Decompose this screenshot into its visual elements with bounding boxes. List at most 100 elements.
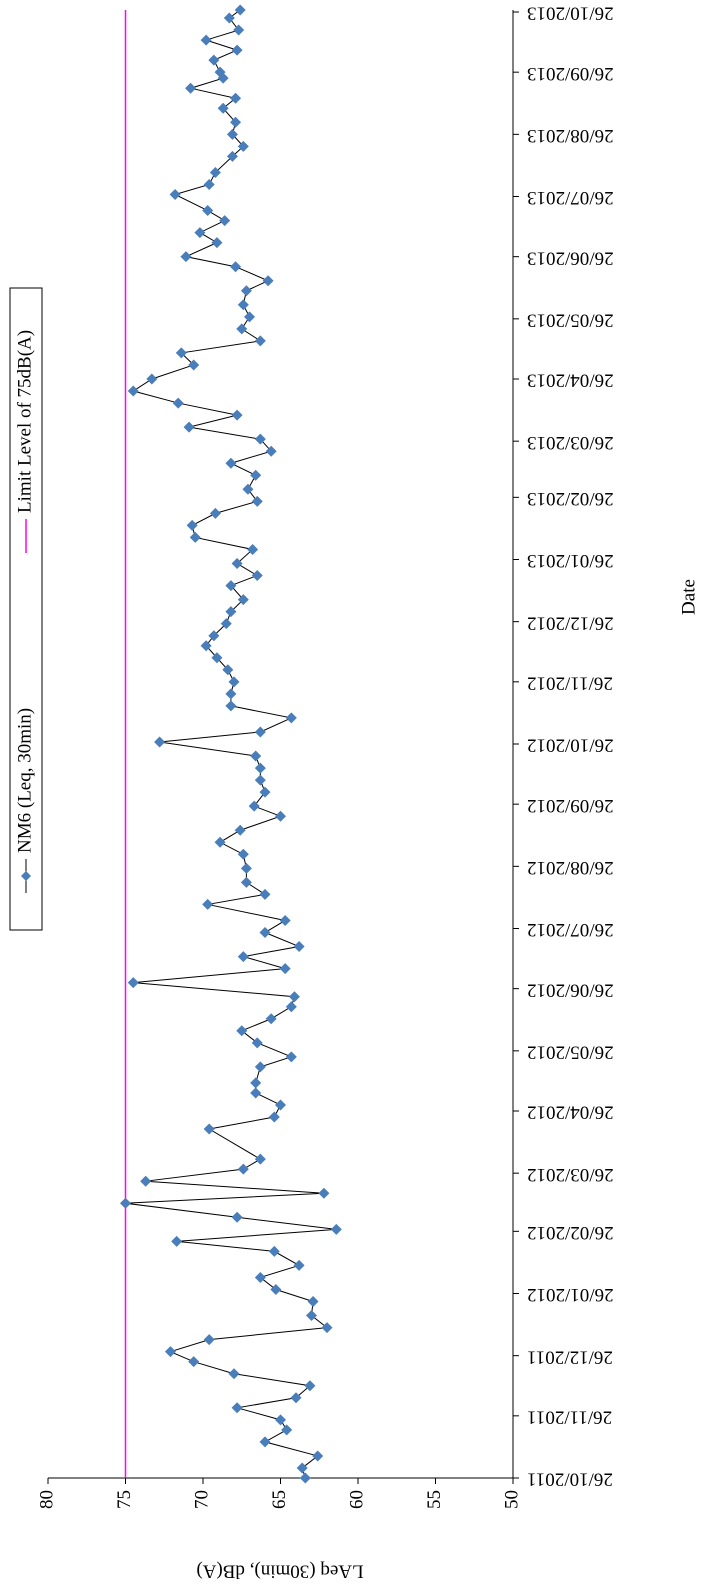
data-point <box>223 12 235 24</box>
legend-marker <box>21 871 31 881</box>
data-point <box>285 1001 297 1013</box>
data-point <box>242 483 254 495</box>
data-point <box>268 1111 280 1123</box>
x-tick-label: 26/11/2011 <box>527 1406 612 1427</box>
data-point <box>231 409 243 421</box>
data-point <box>240 285 252 297</box>
data-point <box>259 786 271 798</box>
data-point <box>127 385 139 397</box>
data-point <box>237 1163 249 1175</box>
data-point <box>259 927 271 939</box>
data-point <box>186 519 198 531</box>
data-point <box>254 774 266 786</box>
y-tick-label: 80 <box>36 1490 57 1509</box>
data-point <box>225 457 237 469</box>
data-point <box>211 652 223 664</box>
x-tick-label: 26/08/2013 <box>527 125 614 146</box>
data-point <box>200 34 212 46</box>
data-point <box>248 800 260 812</box>
data-point <box>208 54 220 66</box>
data-point <box>230 92 242 104</box>
data-point <box>251 1037 263 1049</box>
y-tick-label: 75 <box>114 1490 135 1509</box>
legend-label: NM6 (Leq, 30min) <box>14 708 35 853</box>
data-point <box>254 1153 266 1165</box>
data-point <box>250 750 262 762</box>
data-point <box>250 1087 262 1099</box>
x-tick-label: 26/06/2012 <box>527 979 614 1000</box>
data-point <box>183 421 195 433</box>
data-point <box>233 24 245 36</box>
y-tick-label: 60 <box>346 1490 367 1509</box>
data-point <box>231 1211 243 1223</box>
x-tick-label: 26/03/2013 <box>527 432 614 453</box>
data-point <box>211 237 223 249</box>
x-tick-label: 26/10/2013 <box>527 3 614 24</box>
x-tick-label: 26/09/2013 <box>527 63 614 84</box>
data-point <box>202 898 214 910</box>
data-point <box>275 1414 286 1426</box>
data-point <box>200 640 212 652</box>
data-point <box>237 848 249 860</box>
data-point <box>279 914 291 926</box>
data-point <box>244 311 255 323</box>
data-point <box>254 762 266 774</box>
data-point <box>220 618 232 630</box>
data-point <box>254 1061 266 1073</box>
data-point <box>240 876 252 888</box>
legend-label: Limit Level of 75dB(A) <box>14 330 35 513</box>
data-point <box>194 227 206 239</box>
data-point <box>275 1099 286 1111</box>
data-point <box>285 1051 297 1063</box>
data-point <box>203 178 215 190</box>
data-point <box>304 1380 316 1392</box>
data-point <box>247 543 259 555</box>
data-point <box>251 495 263 507</box>
x-tick-label: 26/01/2013 <box>527 550 614 571</box>
x-tick-label: 26/10/2011 <box>527 1469 613 1490</box>
data-point <box>237 299 249 311</box>
data-point <box>230 261 242 273</box>
data-point <box>185 82 197 94</box>
data-point <box>312 1450 324 1462</box>
data-point <box>254 433 266 445</box>
data-point <box>306 1310 317 1322</box>
data-point <box>296 1462 308 1474</box>
data-point <box>180 251 192 263</box>
data-point <box>225 688 237 700</box>
data-point <box>279 963 291 975</box>
data-point <box>222 664 234 676</box>
data-point <box>265 445 277 457</box>
y-tick-label: 65 <box>269 1490 290 1509</box>
data-point <box>270 1283 282 1295</box>
x-tick-label: 26/02/2013 <box>527 488 614 509</box>
x-tick-label: 26/03/2012 <box>527 1164 614 1185</box>
y-tick-label: 50 <box>501 1490 522 1509</box>
data-point <box>275 810 286 822</box>
data-point <box>164 1346 176 1358</box>
data-point <box>226 150 238 162</box>
data-point <box>208 630 220 642</box>
data-point <box>254 726 266 738</box>
data-point <box>154 736 166 748</box>
data-point <box>188 359 200 371</box>
data-point <box>307 1296 319 1308</box>
data-point <box>189 531 201 543</box>
data-point <box>240 862 252 874</box>
data-point <box>321 1322 333 1334</box>
data-point <box>226 128 238 140</box>
x-tick-label: 26/05/2012 <box>527 1041 614 1062</box>
data-point <box>281 1424 293 1436</box>
x-axis-title: Date <box>678 579 699 615</box>
y-tick-label: 55 <box>424 1490 445 1509</box>
data-point <box>231 44 243 56</box>
x-tick-label: 26/09/2012 <box>527 795 614 816</box>
x-tick-label: 26/07/2012 <box>527 919 614 940</box>
data-point <box>293 1259 305 1271</box>
x-tick-label: 26/12/2011 <box>527 1346 613 1367</box>
data-point <box>234 824 246 836</box>
data-point <box>250 1077 262 1089</box>
y-tick-label: 70 <box>191 1490 212 1509</box>
data-point <box>209 166 221 178</box>
data-point <box>225 580 237 592</box>
